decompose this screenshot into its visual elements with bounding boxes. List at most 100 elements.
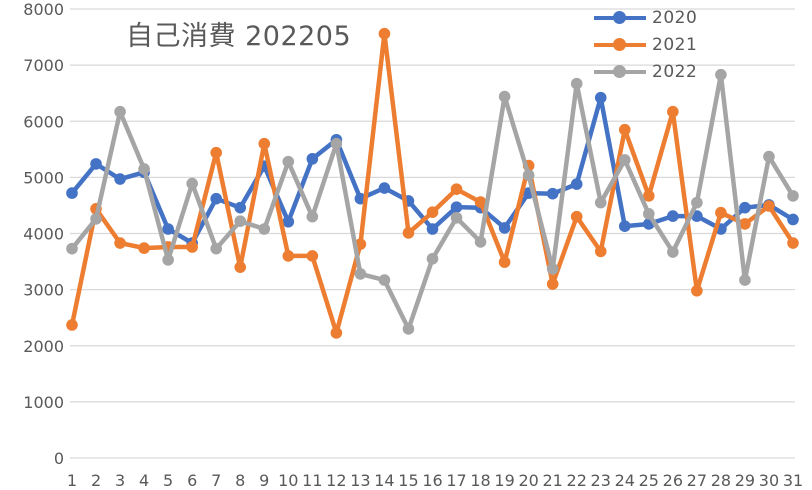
y-tick-label: 7000 bbox=[23, 56, 64, 75]
data-point-marker[interactable] bbox=[354, 268, 367, 280]
data-point-marker[interactable] bbox=[186, 241, 198, 253]
x-tick-label: 2 bbox=[91, 471, 101, 490]
x-tick-label: 16 bbox=[422, 471, 442, 490]
x-tick-label: 17 bbox=[446, 471, 466, 490]
data-point-marker[interactable] bbox=[787, 213, 799, 226]
data-point-marker[interactable] bbox=[306, 210, 319, 223]
data-point-marker[interactable] bbox=[618, 154, 631, 166]
data-point-marker[interactable] bbox=[546, 263, 559, 275]
data-point-marker[interactable] bbox=[282, 250, 295, 262]
data-point-marker[interactable] bbox=[378, 182, 391, 194]
data-point-marker[interactable] bbox=[739, 201, 751, 214]
data-point-marker[interactable] bbox=[426, 252, 439, 265]
data-point-marker[interactable] bbox=[450, 201, 463, 213]
legend-marker-icon bbox=[594, 62, 646, 82]
data-point-marker[interactable] bbox=[474, 236, 487, 248]
chart-legend: 2020 2021 2022 bbox=[594, 4, 697, 85]
data-point-marker[interactable] bbox=[330, 137, 343, 150]
data-point-marker[interactable] bbox=[787, 190, 799, 202]
data-point-marker[interactable] bbox=[739, 218, 751, 230]
data-point-marker[interactable] bbox=[234, 215, 247, 227]
data-point-marker[interactable] bbox=[66, 242, 78, 255]
data-point-marker[interactable] bbox=[162, 254, 174, 266]
data-point-marker[interactable] bbox=[763, 200, 775, 212]
data-point-marker[interactable] bbox=[402, 227, 415, 239]
data-point-marker[interactable] bbox=[90, 213, 102, 225]
data-point-marker[interactable] bbox=[546, 187, 559, 200]
data-point-marker[interactable] bbox=[498, 222, 511, 234]
data-point-marker[interactable] bbox=[643, 190, 655, 202]
data-point-marker[interactable] bbox=[210, 146, 222, 159]
data-point-marker[interactable] bbox=[210, 192, 222, 205]
x-tick-label: 4 bbox=[139, 471, 149, 490]
data-point-marker[interactable] bbox=[450, 183, 463, 195]
data-point-marker[interactable] bbox=[474, 196, 487, 208]
data-point-marker[interactable] bbox=[330, 327, 343, 339]
data-point-marker[interactable] bbox=[570, 178, 583, 190]
data-point-marker[interactable] bbox=[667, 105, 679, 118]
data-point-marker[interactable] bbox=[594, 91, 607, 104]
data-point-marker[interactable] bbox=[114, 173, 126, 185]
data-point-marker[interactable] bbox=[763, 150, 775, 163]
data-point-marker[interactable] bbox=[594, 245, 607, 258]
data-point-marker[interactable] bbox=[114, 105, 126, 118]
data-point-marker[interactable] bbox=[162, 223, 174, 235]
data-point-marker[interactable] bbox=[667, 246, 679, 258]
data-point-marker[interactable] bbox=[787, 237, 799, 249]
data-point-marker[interactable] bbox=[210, 242, 222, 255]
x-axis-labels: 1 2 3 4 5 6 7 8 9 10 11 12 13 14 15 16 17 18 19 20 21 22 23 24 2… bbox=[67, 471, 803, 490]
data-point-marker[interactable] bbox=[138, 242, 150, 254]
data-point-marker[interactable] bbox=[258, 223, 271, 235]
data-point-marker[interactable] bbox=[643, 208, 655, 220]
x-tick-label: 15 bbox=[398, 471, 418, 490]
x-tick-label: 29 bbox=[735, 471, 755, 490]
data-point-marker[interactable] bbox=[186, 177, 198, 190]
data-point-marker[interactable] bbox=[450, 211, 463, 224]
legend-item-2022[interactable]: 2022 bbox=[594, 58, 697, 85]
data-point-marker[interactable] bbox=[258, 137, 271, 150]
data-point-marker[interactable] bbox=[498, 256, 511, 268]
data-point-marker[interactable] bbox=[426, 223, 439, 235]
data-point-marker[interactable] bbox=[522, 169, 535, 181]
data-point-marker[interactable] bbox=[90, 158, 102, 170]
data-point-marker[interactable] bbox=[282, 155, 295, 168]
data-point-marker[interactable] bbox=[138, 163, 150, 175]
data-point-marker[interactable] bbox=[306, 153, 319, 165]
data-point-marker[interactable] bbox=[114, 237, 126, 249]
data-point-marker[interactable] bbox=[378, 274, 391, 286]
data-point-marker[interactable] bbox=[691, 284, 703, 297]
x-tick-label: 7 bbox=[211, 471, 221, 490]
x-tick-label: 24 bbox=[615, 471, 635, 490]
data-point-marker[interactable] bbox=[498, 90, 511, 103]
legend-label: 2021 bbox=[652, 34, 698, 55]
x-tick-label: 8 bbox=[235, 471, 245, 490]
data-point-marker[interactable] bbox=[667, 210, 679, 222]
data-point-marker[interactable] bbox=[306, 250, 319, 262]
data-point-marker[interactable] bbox=[570, 210, 583, 223]
data-point-marker[interactable] bbox=[691, 196, 703, 209]
data-point-marker[interactable] bbox=[402, 323, 415, 335]
data-point-marker[interactable] bbox=[739, 274, 751, 286]
data-point-marker[interactable] bbox=[594, 196, 607, 209]
legend-item-2021[interactable]: 2021 bbox=[594, 31, 697, 58]
data-point-marker[interactable] bbox=[715, 68, 727, 81]
data-point-marker[interactable] bbox=[282, 215, 295, 228]
legend-label: 2022 bbox=[652, 61, 698, 82]
data-point-marker[interactable] bbox=[618, 123, 631, 136]
x-tick-label: 11 bbox=[302, 471, 322, 490]
data-point-marker[interactable] bbox=[234, 201, 247, 214]
data-point-marker[interactable] bbox=[66, 187, 78, 199]
data-point-marker[interactable] bbox=[234, 261, 247, 273]
data-point-marker[interactable] bbox=[546, 278, 559, 290]
data-point-marker[interactable] bbox=[66, 319, 78, 331]
x-tick-label: 25 bbox=[639, 471, 659, 490]
x-tick-label: 6 bbox=[187, 471, 197, 490]
data-point-marker[interactable] bbox=[570, 77, 583, 90]
data-point-marker[interactable] bbox=[378, 27, 391, 40]
data-point-marker[interactable] bbox=[618, 220, 631, 233]
chart-title: 自己消費 202205 bbox=[126, 21, 352, 52]
data-point-marker[interactable] bbox=[426, 206, 439, 218]
legend-item-2020[interactable]: 2020 bbox=[594, 4, 697, 31]
data-point-marker[interactable] bbox=[715, 206, 727, 219]
